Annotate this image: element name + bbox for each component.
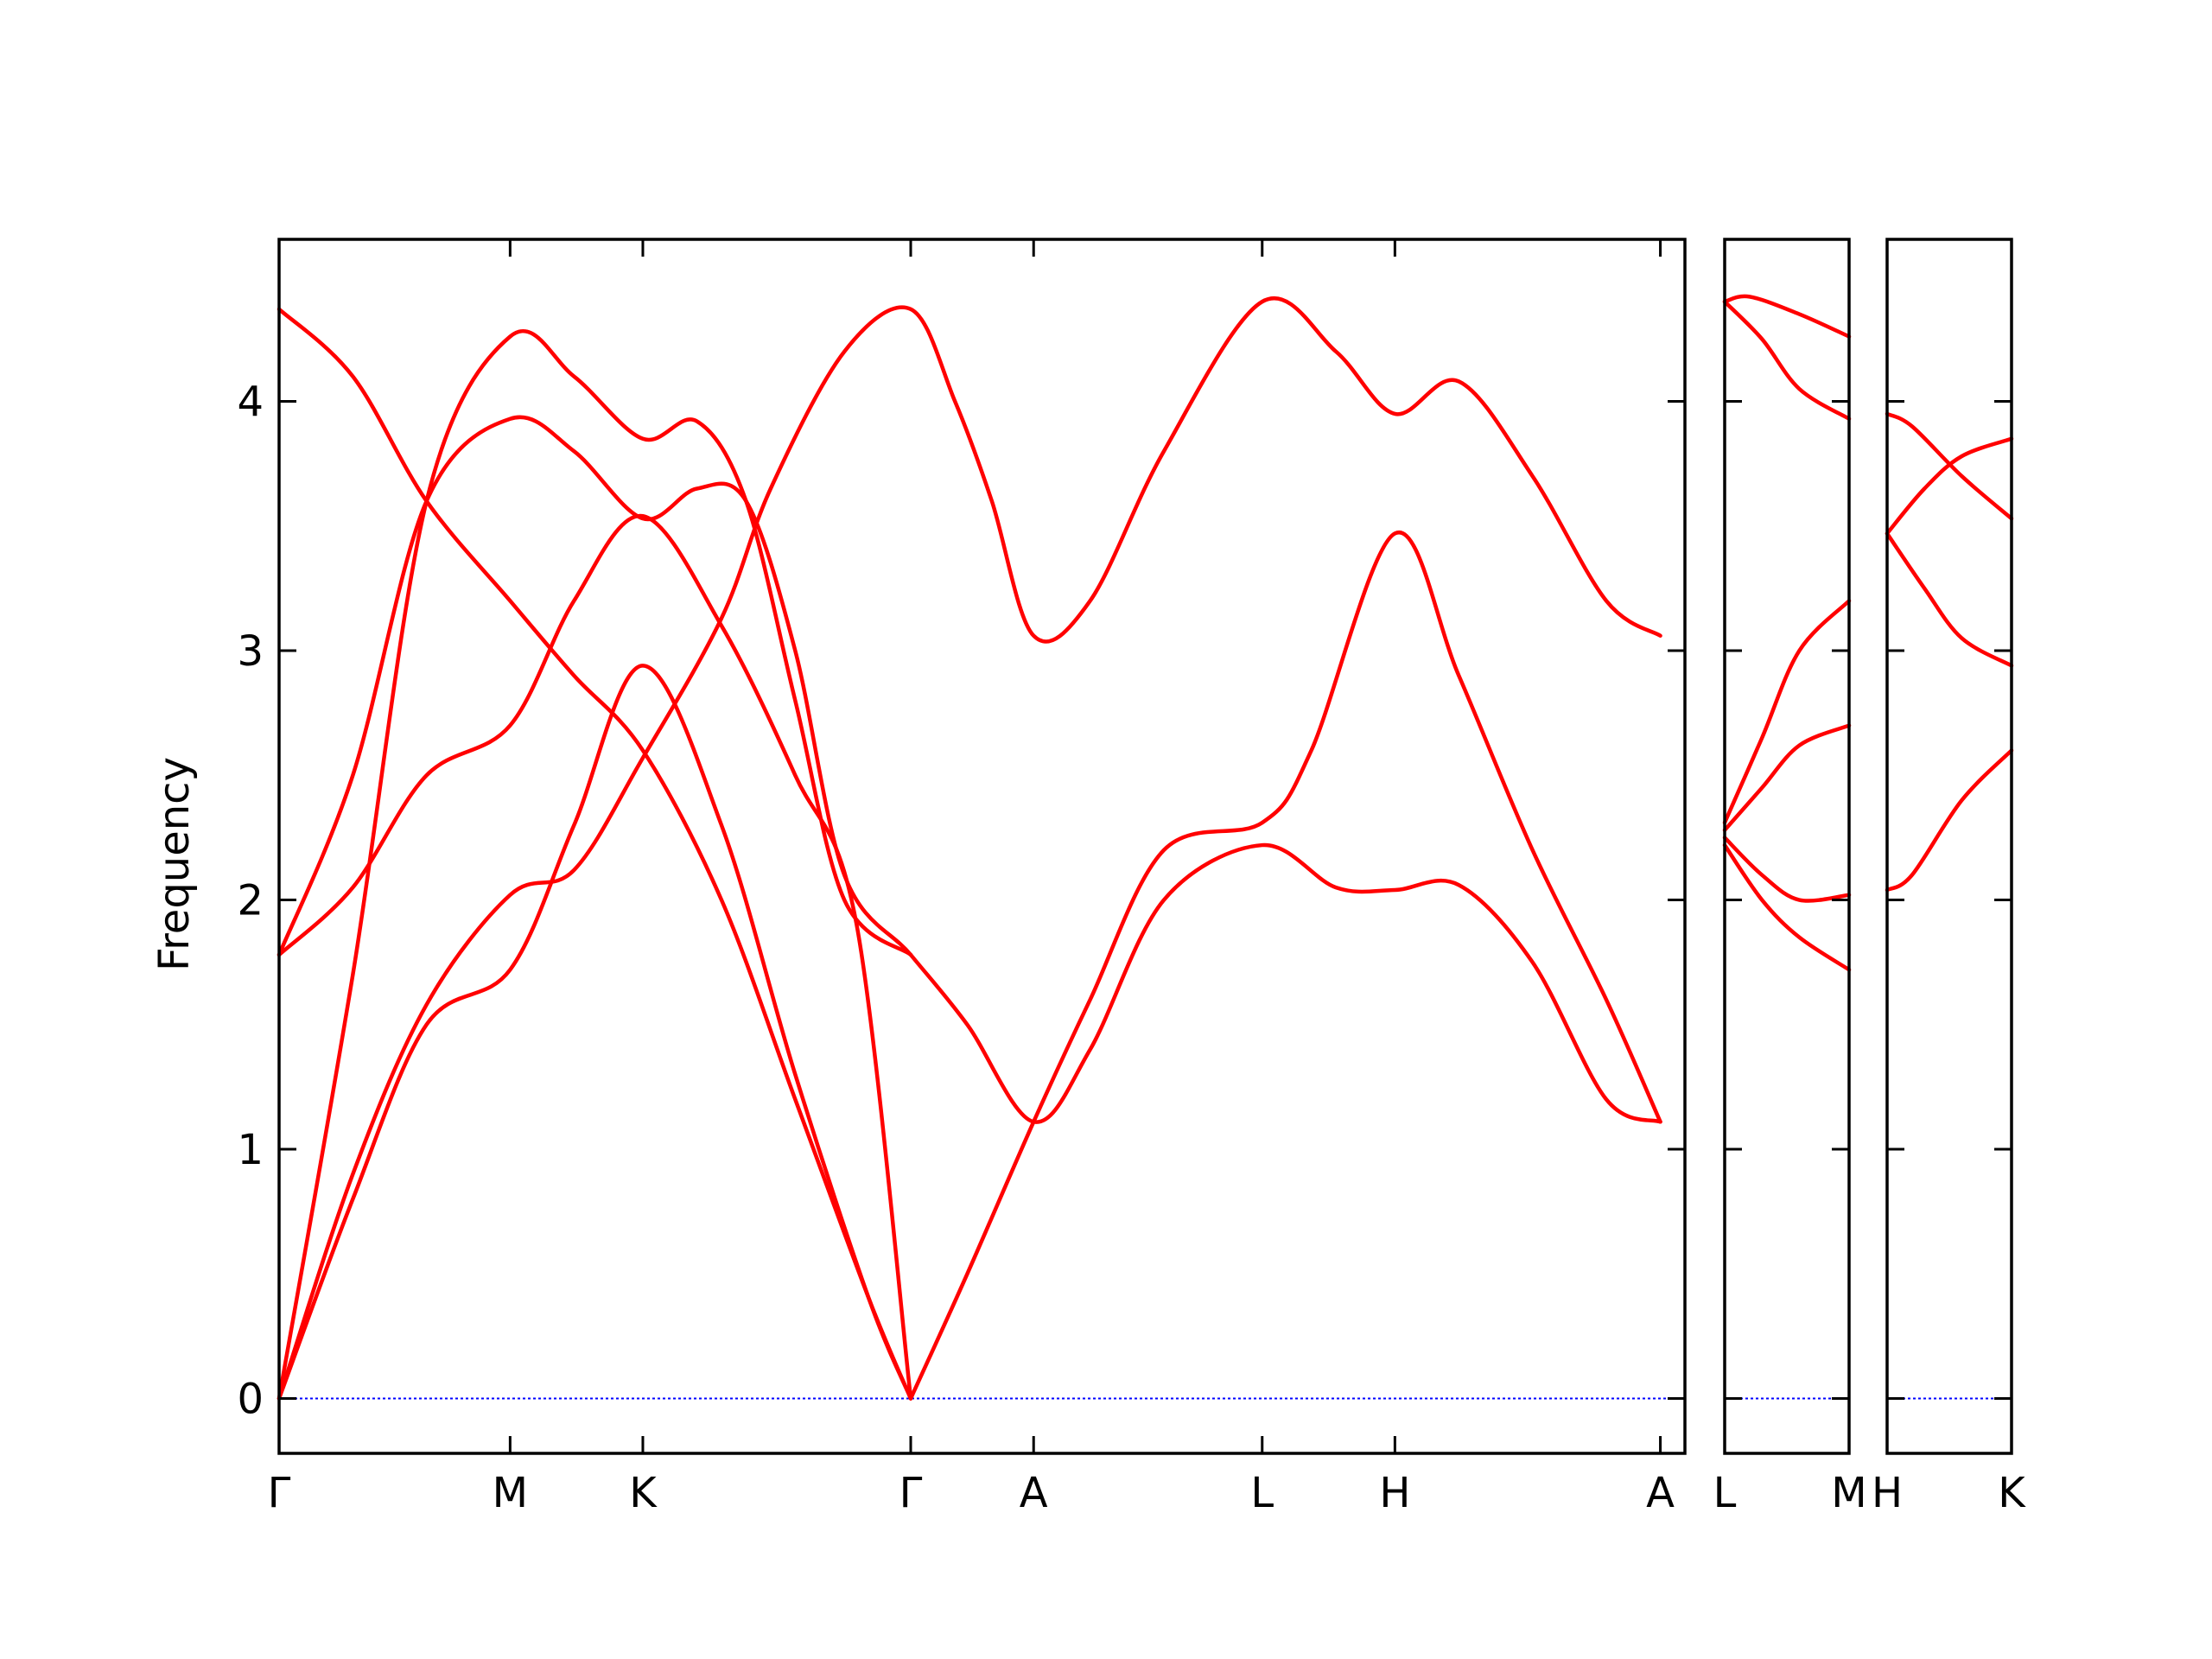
y-tick-label: 3: [237, 627, 264, 676]
band-line: [1722, 723, 1852, 832]
panel-frame: [277, 238, 1687, 1455]
band-line: [276, 513, 913, 1401]
y-tick-label: 4: [237, 378, 264, 427]
y-axis-label: Frequency: [150, 757, 199, 971]
band-line: [1722, 299, 1852, 421]
x-tick-label: K: [629, 1469, 658, 1517]
y-tick-label: 1: [237, 1126, 264, 1174]
band-line: [1885, 411, 2014, 521]
x-tick-label: H: [1379, 1469, 1410, 1517]
y-tick-label: 0: [237, 1376, 264, 1424]
band-line: [1722, 836, 1852, 903]
x-tick-label: H: [1872, 1469, 1903, 1517]
x-tick-label: K: [1998, 1469, 2026, 1517]
panel-frame: [1723, 238, 1851, 1455]
x-tick-label: L: [1713, 1469, 1737, 1517]
band-line: [1722, 842, 1852, 972]
band-line: [1885, 531, 2014, 668]
x-tick-label: L: [1250, 1469, 1274, 1517]
x-tick-label: M: [493, 1469, 528, 1517]
y-tick-label: 2: [237, 877, 264, 925]
band-line: [1722, 294, 1852, 339]
band-line: [908, 531, 1662, 1401]
band-line: [276, 296, 1662, 1401]
x-tick-label: A: [1646, 1469, 1675, 1517]
panel-1: 0 1 2 3 4 Γ M K Γ A L H A: [237, 238, 1687, 1517]
band-line: [276, 328, 913, 1401]
x-tick-label: M: [1831, 1469, 1866, 1517]
x-tick-label: Γ: [899, 1469, 923, 1517]
band-line: [276, 664, 913, 1401]
band-line: [1885, 748, 2014, 893]
band-line: [276, 415, 1662, 1124]
panel-frame: [1885, 238, 2013, 1455]
band-line: [1885, 436, 2014, 536]
band-line: [276, 307, 913, 1401]
x-tick-label: Γ: [268, 1469, 291, 1517]
x-tick-label: A: [1020, 1469, 1048, 1517]
band-line: [1722, 599, 1852, 825]
